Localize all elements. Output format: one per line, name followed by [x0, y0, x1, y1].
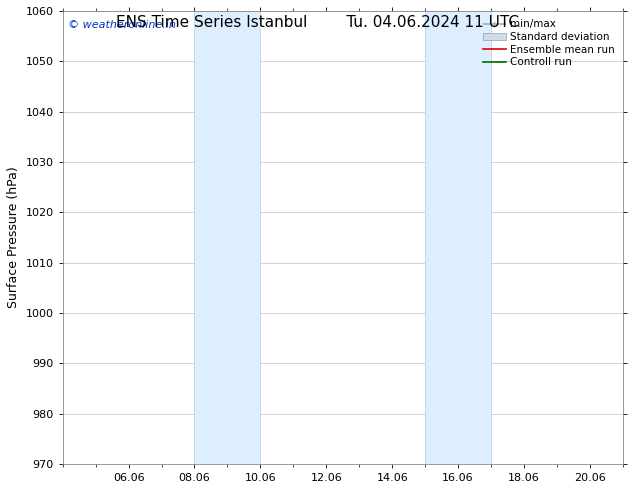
Y-axis label: Surface Pressure (hPa): Surface Pressure (hPa) [7, 167, 20, 308]
Bar [425, 11, 491, 464]
Legend: min/max, Standard deviation, Ensemble mean run, Controll run: min/max, Standard deviation, Ensemble me… [479, 16, 618, 71]
Bar [195, 11, 261, 464]
Text: ENS Time Series Istanbul        Tu. 04.06.2024 11 UTC: ENS Time Series Istanbul Tu. 04.06.2024 … [115, 15, 519, 30]
Text: © weatheronline.in: © weatheronline.in [68, 20, 176, 30]
